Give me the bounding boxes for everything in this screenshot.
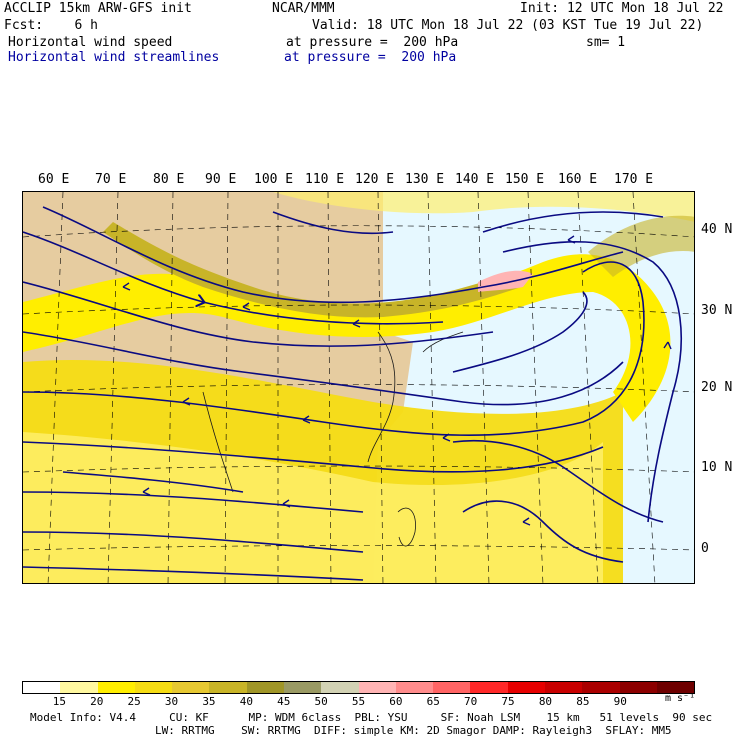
lat-label: 40 N xyxy=(701,222,733,237)
lon-label: 160 E xyxy=(558,172,598,187)
colorbar-swatch xyxy=(433,682,471,693)
colorbar-swatch xyxy=(507,682,545,693)
colorbar-swatch xyxy=(209,682,247,693)
colorbar-swatch xyxy=(619,682,657,693)
colorbar-unit: m s⁻¹ xyxy=(665,693,696,704)
streamlines xyxy=(23,206,682,581)
colorbar-swatch xyxy=(60,682,98,693)
wind-map xyxy=(22,191,695,584)
lat-label: 0 xyxy=(701,541,709,556)
colorbar-tick-label: 25 xyxy=(127,695,141,708)
organization-label: NCAR/MMM xyxy=(272,1,335,16)
lon-label: 140 E xyxy=(455,172,495,187)
colorbar-tick-label: 80 xyxy=(538,695,553,708)
footer-physics-info: LW: RRTMG SW: RRTMG DIFF: simple KM: 2D … xyxy=(155,724,672,737)
colorbar-tick-label: 20 xyxy=(90,695,104,708)
smoothing-label: sm= 1 xyxy=(586,35,626,50)
field2-level: at pressure = 200 hPa xyxy=(284,50,457,65)
model-title: ACCLIP 15km ARW-GFS init xyxy=(4,1,192,16)
jet-core xyxy=(103,222,523,318)
colorbar-tick-label: 50 xyxy=(314,695,328,708)
colorbar-swatch xyxy=(470,682,508,693)
colorbar xyxy=(22,681,695,694)
field1-level: at pressure = 200 hPa xyxy=(286,35,459,50)
lon-label: 100 E xyxy=(254,172,294,187)
field1-name: Horizontal wind speed xyxy=(8,35,173,50)
lon-label: 80 E xyxy=(153,172,185,187)
map-graphic xyxy=(23,192,694,583)
colorbar-tick-label: 90 xyxy=(613,695,627,708)
colorbar-swatch xyxy=(172,682,210,693)
lon-label: 170 E xyxy=(614,172,654,187)
colorbar-swatch xyxy=(97,682,135,693)
lon-label: 90 E xyxy=(205,172,237,187)
colorbar-swatch xyxy=(321,682,359,693)
colorbar-tick-label: 75 xyxy=(501,695,515,708)
colorbar-tick-label: 40 xyxy=(239,695,253,708)
colorbar-tick-label: 15 xyxy=(52,695,66,708)
colorbar-swatch xyxy=(544,682,583,693)
lat-label: 20 N xyxy=(701,380,733,395)
lon-label: 70 E xyxy=(95,172,127,187)
lon-label: 150 E xyxy=(505,172,545,187)
colorbar-tick-label: 45 xyxy=(277,695,291,708)
colorbar-swatch xyxy=(134,682,173,693)
north-band xyxy=(23,192,694,222)
colorbar-swatch xyxy=(358,682,396,693)
colorbar-swatch xyxy=(395,682,434,693)
colorbar-swatch xyxy=(23,682,61,693)
colorbar-tick-label: 55 xyxy=(351,695,366,708)
init-time: Init: 12 UTC Mon 18 Jul 22 xyxy=(520,1,724,16)
footer-model-info: Model Info: V4.4 CU: KF MP: WDM 6class P… xyxy=(30,711,713,724)
colorbar-swatch xyxy=(283,682,322,693)
coastlines xyxy=(202,331,464,547)
colorbar-tick-label: 70 xyxy=(464,695,478,708)
colorbar-swatch xyxy=(582,682,620,693)
lat-label: 30 N xyxy=(701,303,733,318)
lon-label: 110 E xyxy=(305,172,345,187)
flow-arrows xyxy=(122,235,672,526)
colorbar-tick-label: 85 xyxy=(576,695,590,708)
colorbar-tick-label: 60 xyxy=(389,695,403,708)
forecast-hour: Fcst: 6 h xyxy=(4,18,98,33)
colorbar-tick-label: 35 xyxy=(202,695,216,708)
colorbar-tick-label: 65 xyxy=(426,695,440,708)
colorbar-tick-label: 30 xyxy=(164,695,179,708)
lon-label: 60 E xyxy=(38,172,70,187)
colorbar-swatch xyxy=(246,682,284,693)
lon-label: 130 E xyxy=(405,172,445,187)
valid-time: Valid: 18 UTC Mon 18 Jul 22 (03 KST Tue … xyxy=(312,18,704,33)
lon-label: 120 E xyxy=(355,172,395,187)
jet-max xyxy=(478,270,533,292)
lat-label: 10 N xyxy=(701,460,733,475)
field2-name: Horizontal wind streamlines xyxy=(8,50,220,65)
colorbar-swatch xyxy=(656,682,695,693)
